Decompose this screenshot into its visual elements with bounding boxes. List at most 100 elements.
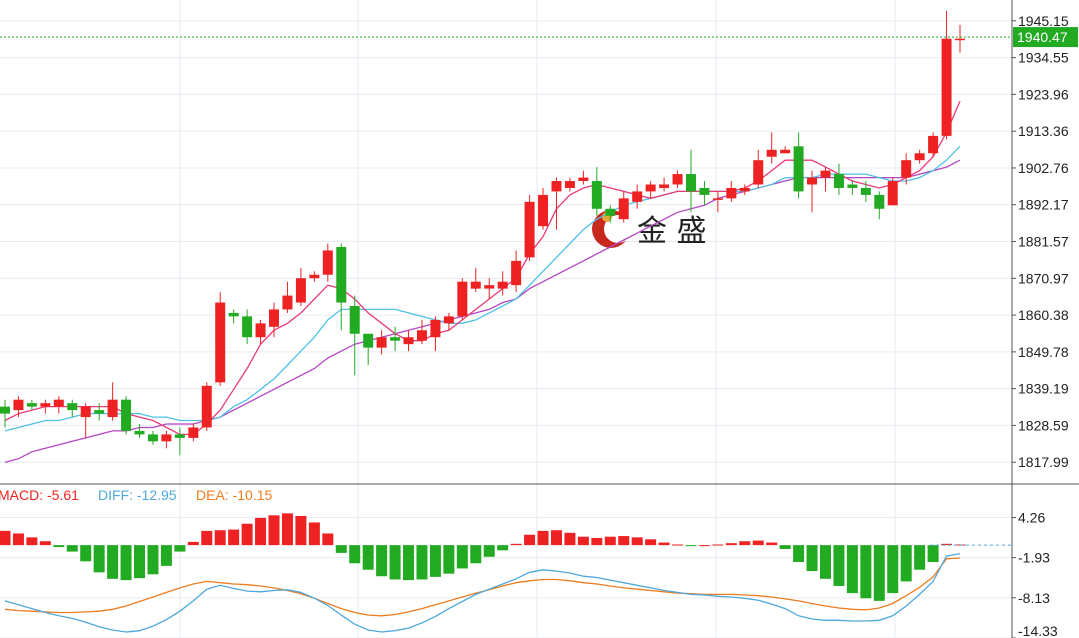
candle-body	[901, 160, 912, 178]
diff-line	[4, 552, 961, 633]
candlesticks	[0, 10, 965, 456]
macd-bar	[806, 545, 818, 572]
candle-body	[215, 302, 226, 383]
price-tick-label: 1923.96	[1018, 86, 1069, 102]
macd-bar	[268, 515, 280, 546]
candle	[201, 382, 212, 431]
candle	[847, 181, 858, 195]
macd-bar	[564, 532, 576, 546]
macd-bar	[443, 545, 455, 574]
candle	[282, 281, 293, 313]
price-tick-label: 1817.99	[1018, 454, 1069, 470]
candle	[605, 205, 616, 223]
macd-bar	[403, 545, 415, 581]
macd-bar	[645, 539, 657, 546]
candle-body	[309, 274, 320, 279]
macd-bar	[712, 544, 724, 546]
macd-bar	[376, 545, 388, 577]
candle	[726, 181, 737, 202]
macd-bar	[497, 545, 509, 551]
last-price-marker: 1940.47	[0, 27, 1078, 48]
candle	[618, 191, 629, 223]
macd-tick-label: -8.13	[1018, 590, 1050, 606]
candle-body	[376, 337, 387, 348]
candle	[564, 177, 575, 192]
candle	[174, 427, 185, 456]
candle	[712, 191, 723, 213]
candle-body	[134, 430, 145, 435]
candle-body	[699, 187, 710, 195]
macd-bar	[295, 515, 307, 546]
candle-body	[739, 187, 750, 192]
candle	[685, 149, 696, 213]
macd-bar	[107, 545, 119, 579]
candle	[13, 396, 24, 418]
candle-body	[457, 281, 468, 317]
watermark-logo-inner-icon	[604, 215, 632, 243]
candle-body	[511, 260, 522, 286]
candle-body	[712, 198, 723, 200]
price-tick-label: 1828.59	[1018, 417, 1069, 433]
price-axis: 1945.15 1934.55 1923.96 1913.36 1902.76 1892.…	[1012, 13, 1069, 470]
macd-bar	[120, 545, 132, 581]
candle	[269, 302, 280, 338]
candle-body	[430, 319, 441, 338]
candle	[901, 153, 912, 185]
candle-body	[161, 434, 172, 442]
macd-bar	[281, 513, 293, 546]
candle	[215, 292, 226, 386]
candle	[147, 430, 158, 445]
macd-bar	[389, 545, 401, 580]
macd-bar	[80, 545, 92, 562]
macd-bar	[766, 542, 778, 546]
candle	[242, 309, 253, 345]
candle-body	[470, 281, 481, 289]
candle	[376, 330, 387, 355]
candle	[121, 396, 132, 435]
candle-body	[174, 434, 185, 438]
candle	[390, 326, 401, 352]
watermark-brand: 金 盛	[637, 214, 707, 249]
candle-body	[807, 177, 818, 185]
macd-bar	[887, 545, 899, 594]
candle	[632, 184, 643, 209]
candle	[40, 399, 51, 414]
macd-bar	[631, 537, 643, 546]
macd-bar	[429, 545, 441, 577]
macd-bar	[416, 545, 428, 580]
candle-body	[524, 201, 535, 258]
candle-body	[336, 246, 347, 303]
macd-bar	[66, 545, 78, 552]
candle	[699, 181, 710, 206]
candle-body	[26, 403, 37, 407]
macd-bar	[228, 529, 240, 546]
macd-bar	[26, 537, 38, 546]
candle	[255, 319, 266, 345]
candle-body	[793, 146, 804, 192]
macd-bar	[537, 530, 549, 546]
price-tick-label: 1934.55	[1018, 50, 1069, 66]
candle-body	[121, 399, 132, 431]
candle	[766, 132, 777, 164]
last-price-label: 1940.47	[1017, 29, 1068, 45]
candle	[955, 24, 965, 53]
macd-bar	[0, 530, 11, 546]
price-tick-label: 1902.76	[1018, 160, 1069, 176]
candle	[860, 181, 871, 202]
candle	[578, 170, 589, 185]
candle-body	[201, 385, 212, 428]
candle	[67, 399, 78, 418]
candle	[538, 187, 549, 230]
candle	[672, 170, 683, 188]
candle-body	[928, 135, 939, 154]
candle-body	[80, 406, 91, 418]
candle	[484, 278, 495, 300]
macd-bar	[698, 545, 710, 547]
macd-tick-label: -14.33	[1018, 623, 1058, 638]
candle	[416, 319, 427, 345]
macd-bar	[900, 545, 912, 582]
candle-body	[269, 309, 280, 327]
candle-body	[390, 337, 401, 341]
macd-bar	[618, 536, 630, 546]
